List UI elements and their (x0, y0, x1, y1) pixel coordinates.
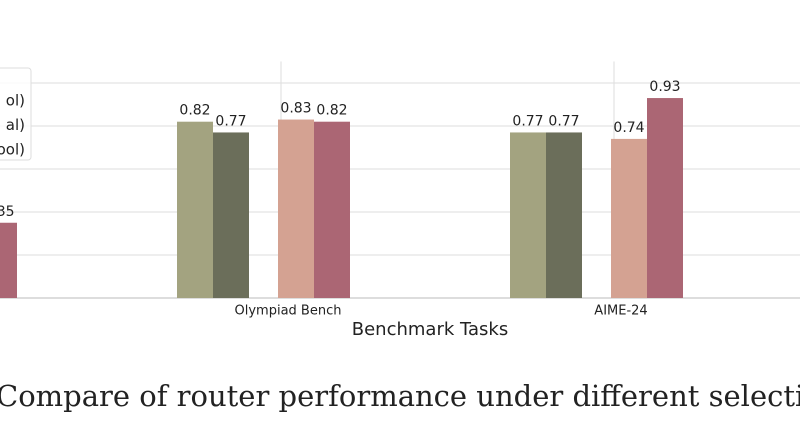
value-label: 0.74 (613, 120, 644, 136)
caption: Compare of router performance under diff… (0, 379, 800, 413)
x-tick-label: AIME-24 (594, 304, 647, 319)
value-label: 0.83 (280, 101, 311, 117)
bar (177, 121, 213, 298)
bar (314, 121, 350, 298)
marks: 00.20.40.60.81Olympiad BenchAIME-240.820… (0, 61, 800, 319)
value-label: 0.82 (179, 103, 210, 119)
bar (546, 132, 582, 298)
bar (278, 119, 314, 298)
value-label: 0.77 (512, 113, 543, 129)
bar (213, 132, 249, 298)
x-tick-label: Olympiad Bench (235, 304, 342, 319)
x-axis-label: Benchmark Tasks (352, 319, 508, 340)
legend-label: ol) (6, 92, 25, 110)
legend-box (0, 67, 32, 161)
bar (647, 98, 683, 298)
value-label: 0.77 (215, 113, 246, 129)
value-label: 0.93 (649, 79, 680, 95)
bar (611, 138, 647, 298)
legend-label: al) (6, 116, 25, 134)
value-label: 0.35 (0, 204, 15, 220)
bar (0, 222, 17, 298)
value-label: 0.77 (548, 113, 579, 129)
value-label: 0.82 (316, 103, 347, 119)
bar (510, 132, 546, 298)
legend-label: ool) (0, 141, 25, 159)
